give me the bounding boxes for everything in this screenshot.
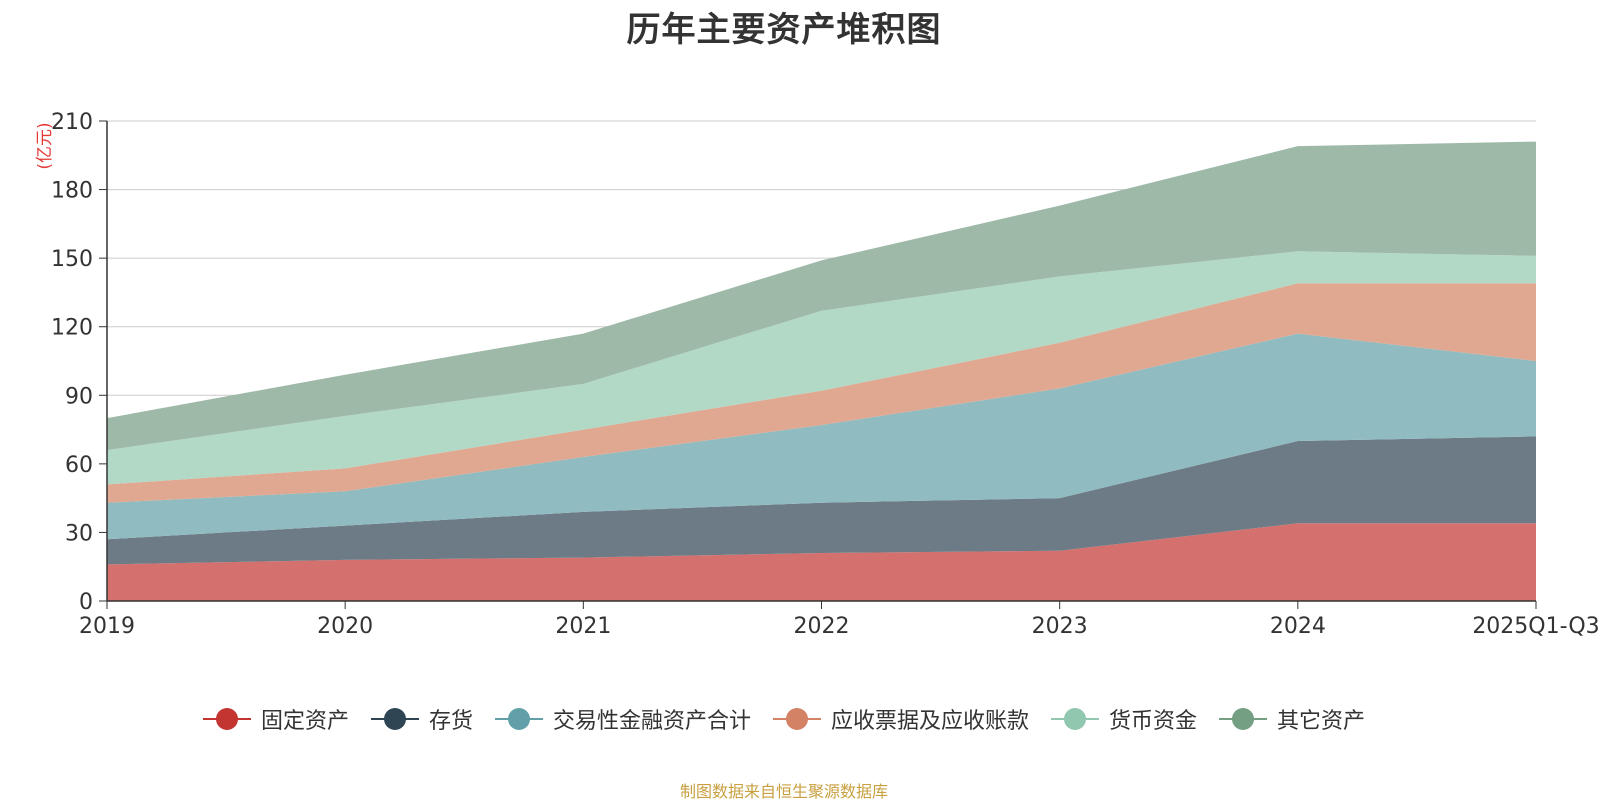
y-axis-unit-label: (亿元) (35, 122, 55, 169)
legend-item-1[interactable]: 固定资产 (202, 703, 349, 735)
x-tick-label: 2025Q1-Q3 (1472, 614, 1599, 639)
legend-marker-dot (1232, 708, 1255, 730)
legend-label: 固定资产 (260, 709, 349, 734)
y-tick-label: 150 (51, 247, 93, 272)
y-tick-label: 60 (65, 453, 93, 478)
area-series-1 (107, 523, 1536, 601)
legend-item-5[interactable]: 货币资金 (1051, 703, 1197, 735)
legend-label: 货币资金 (1109, 709, 1198, 734)
y-tick-label: 210 (51, 110, 93, 135)
chart-legend: 固定资产 存货 交易性金融资产合计 应收票据及应收账款 货币资金 其它资产 (0, 703, 1568, 735)
x-tick-label: 2021 (555, 614, 611, 639)
x-tick-label: 2019 (79, 614, 135, 639)
x-tick-label: 2023 (1032, 614, 1088, 639)
x-tick-label: 2022 (794, 614, 850, 639)
legend-item-6[interactable]: 其它资产 (1219, 703, 1365, 735)
y-tick-label: 0 (79, 590, 93, 615)
x-tick-label: 2020 (317, 614, 373, 639)
legend-marker (1051, 705, 1100, 733)
y-tick-label: 30 (65, 521, 93, 546)
legend-marker (773, 705, 821, 733)
legend-marker-dot (1064, 708, 1087, 730)
area-series-6 (107, 141, 1536, 451)
legend-marker (202, 705, 251, 733)
legend-marker (370, 705, 419, 733)
legend-marker (1219, 705, 1268, 733)
y-tick-label: 90 (65, 384, 93, 409)
chart-title: 历年主要资产堆积图 (626, 10, 942, 50)
legend-label: 应收票据及应收账款 (831, 709, 1030, 734)
x-tick-label: 2024 (1270, 614, 1326, 639)
legend-item-2[interactable]: 存货 (370, 703, 473, 735)
legend-marker-dot (215, 708, 238, 730)
legend-marker-dot (383, 708, 406, 730)
legend-label: 其它资产 (1277, 709, 1366, 734)
data-source-footnote: 制图数据来自恒生聚源数据库 (679, 782, 888, 801)
legend-marker (494, 705, 543, 733)
legend-item-3[interactable]: 交易性金融资产合计 (494, 703, 751, 735)
legend-label: 交易性金融资产合计 (552, 709, 751, 734)
area-series-5 (107, 251, 1536, 485)
legend-item-4[interactable]: 应收票据及应收账款 (773, 703, 1029, 735)
legend-marker-dot (786, 708, 808, 730)
legend-label: 存货 (428, 709, 473, 734)
y-tick-label: 180 (51, 179, 93, 204)
legend-marker-dot (507, 708, 530, 730)
area-series-3 (107, 333, 1536, 540)
area-series-4 (107, 283, 1536, 503)
y-tick-label: 120 (51, 316, 93, 341)
area-series-2 (107, 436, 1536, 565)
